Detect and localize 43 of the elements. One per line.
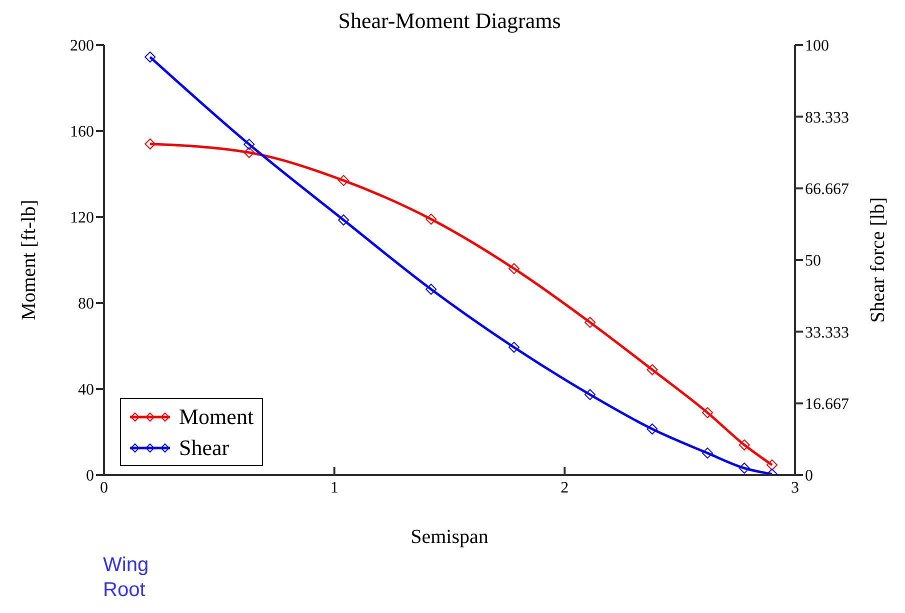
point [584,389,596,400]
y2-tick-label: 16.667 [805,396,849,414]
y-axis-title: Moment [ft-lb] [18,200,40,320]
point [244,147,255,158]
text: Wing Root [103,553,150,603]
x-tick-label: 0 [100,479,108,496]
y-tick-label: 160 [70,124,94,141]
y2-tick-label: 50 [805,252,821,270]
y-tick-label: 0 [86,468,94,485]
x-tick-label: 2 [560,479,569,496]
y-tick-label: 80 [78,296,94,313]
x-tick-label: 3 [791,479,799,496]
point [338,214,350,226]
point [646,364,658,376]
point [338,174,350,186]
point [508,263,520,274]
point [426,214,437,225]
y-tick-label: 40 [78,382,94,399]
y-tick-label: 120 [70,210,94,227]
point [738,462,750,474]
y-tick-label: 200 [70,38,94,55]
point [738,439,750,450]
y2-tick-label: 66.667 [805,181,849,198]
point [426,284,437,295]
x-tick-label: 1 [330,479,338,496]
legend-label: Moment [179,403,254,431]
point [646,423,658,434]
y2-tick-label: 83.333 [805,109,849,126]
y2-tick-label: 100 [805,38,829,55]
point [144,138,156,150]
point [244,138,255,150]
point [702,407,713,418]
point [702,448,713,459]
legend-label: Shear [179,434,230,462]
chart-title: Shear-Moment Diagrams [337,8,562,34]
point [508,342,520,353]
point [584,316,596,328]
y2-axis-title: Shear force [lb] [867,197,890,323]
y2-tick-label: 33.333 [805,324,849,342]
point [766,459,778,470]
point [144,52,156,63]
x-axis-title: Semispan [410,526,488,548]
y2-tick-label: 0 [805,468,813,485]
